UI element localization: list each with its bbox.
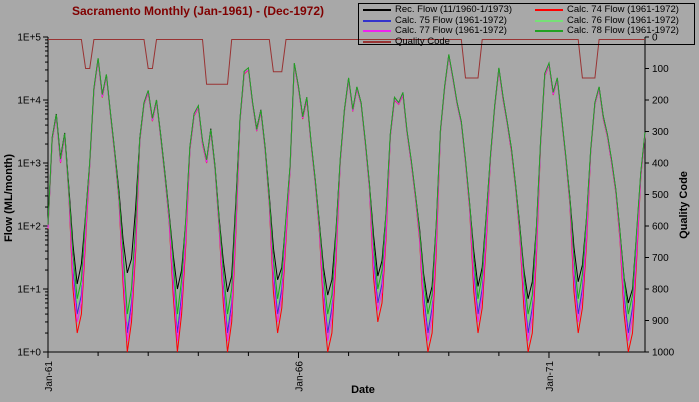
y-left-tick-label: 1E+1 [17,285,41,296]
legend-item-calc-77-flow-1961-1972: Calc. 77 Flow (1961-1972) [358,26,530,37]
y-left-tick-label: 1E+0 [17,348,41,359]
y-right-tick-label: 300 [652,127,669,138]
legend-swatch [363,9,391,12]
legend-item-quality-code: Quality Code [358,35,530,48]
legend-swatch [535,9,563,12]
y-right-tick-label: 400 [652,159,669,170]
y-right-tick-label: 800 [652,285,669,296]
legend-label: Quality Code [395,35,450,47]
y-left-axis-title: Flow (ML/month) [3,154,15,242]
legend: Rec. Flow (11/1960-1/1973) Calc. 74 Flow … [358,3,695,47]
y-right-tick-label: 700 [652,253,669,264]
x-tick-label: Jan-61 [44,361,55,392]
x-axis-title: Date [351,384,375,396]
legend-item-calc-78-flow-1961-1972: Calc. 78 Flow (1961-1972) [530,26,693,37]
y-right-tick-label: 900 [652,316,669,327]
y-left-tick-label: 1E+5 [17,33,41,44]
legend-label: Calc. 78 Flow (1961-1972) [567,25,679,37]
y-right-tick-label: 1000 [652,348,675,359]
y-right-axis-title: Quality Code [678,171,690,239]
x-tick-label: Jan-66 [294,361,305,392]
legend-swatch [363,30,391,33]
legend-label: Calc. 75 Flow (1961-1972) [395,14,507,26]
legend-item-calc-74-flow-1961-1972: Calc. 74 Flow (1961-1972) [530,5,693,16]
y-left-tick-label: 1E+3 [17,159,41,170]
legend-swatch [363,40,391,43]
legend-label: Calc. 76 Flow (1961-1972) [567,14,679,26]
y-left-tick-label: 1E+4 [17,96,41,107]
legend-label: Calc. 74 Flow (1961-1972) [567,4,679,16]
legend-item-rec-flow-11-1960-1-1973: Rec. Flow (11/1960-1/1973) [358,5,530,16]
y-right-tick-label: 200 [652,96,669,107]
legend-swatch [535,30,563,33]
series-quality-code [48,39,645,85]
y-right-tick-label: 600 [652,222,669,233]
y-left-tick-label: 1E+2 [17,222,41,233]
series-calc-78-flow-1961-1972 [47,54,646,315]
chart-title: Sacramento Monthly (Jan-1961) - (Dec-197… [71,4,325,18]
y-right-tick-label: 100 [652,64,669,75]
x-tick-label: Jan-71 [545,361,556,392]
legend-swatch [363,19,391,22]
y-right-tick-label: 500 [652,190,669,201]
legend-label: Calc. 77 Flow (1961-1972) [395,25,507,37]
legend-label: Rec. Flow (11/1960-1/1973) [395,4,513,16]
legend-swatch [535,19,563,22]
y-right-tick-label: 0 [652,33,658,44]
legend-item-calc-76-flow-1961-1972: Calc. 76 Flow (1961-1972) [530,14,693,27]
series-calc-77-flow-1961-1972 [47,55,646,341]
legend-item-calc-75-flow-1961-1972: Calc. 75 Flow (1961-1972) [358,14,530,27]
